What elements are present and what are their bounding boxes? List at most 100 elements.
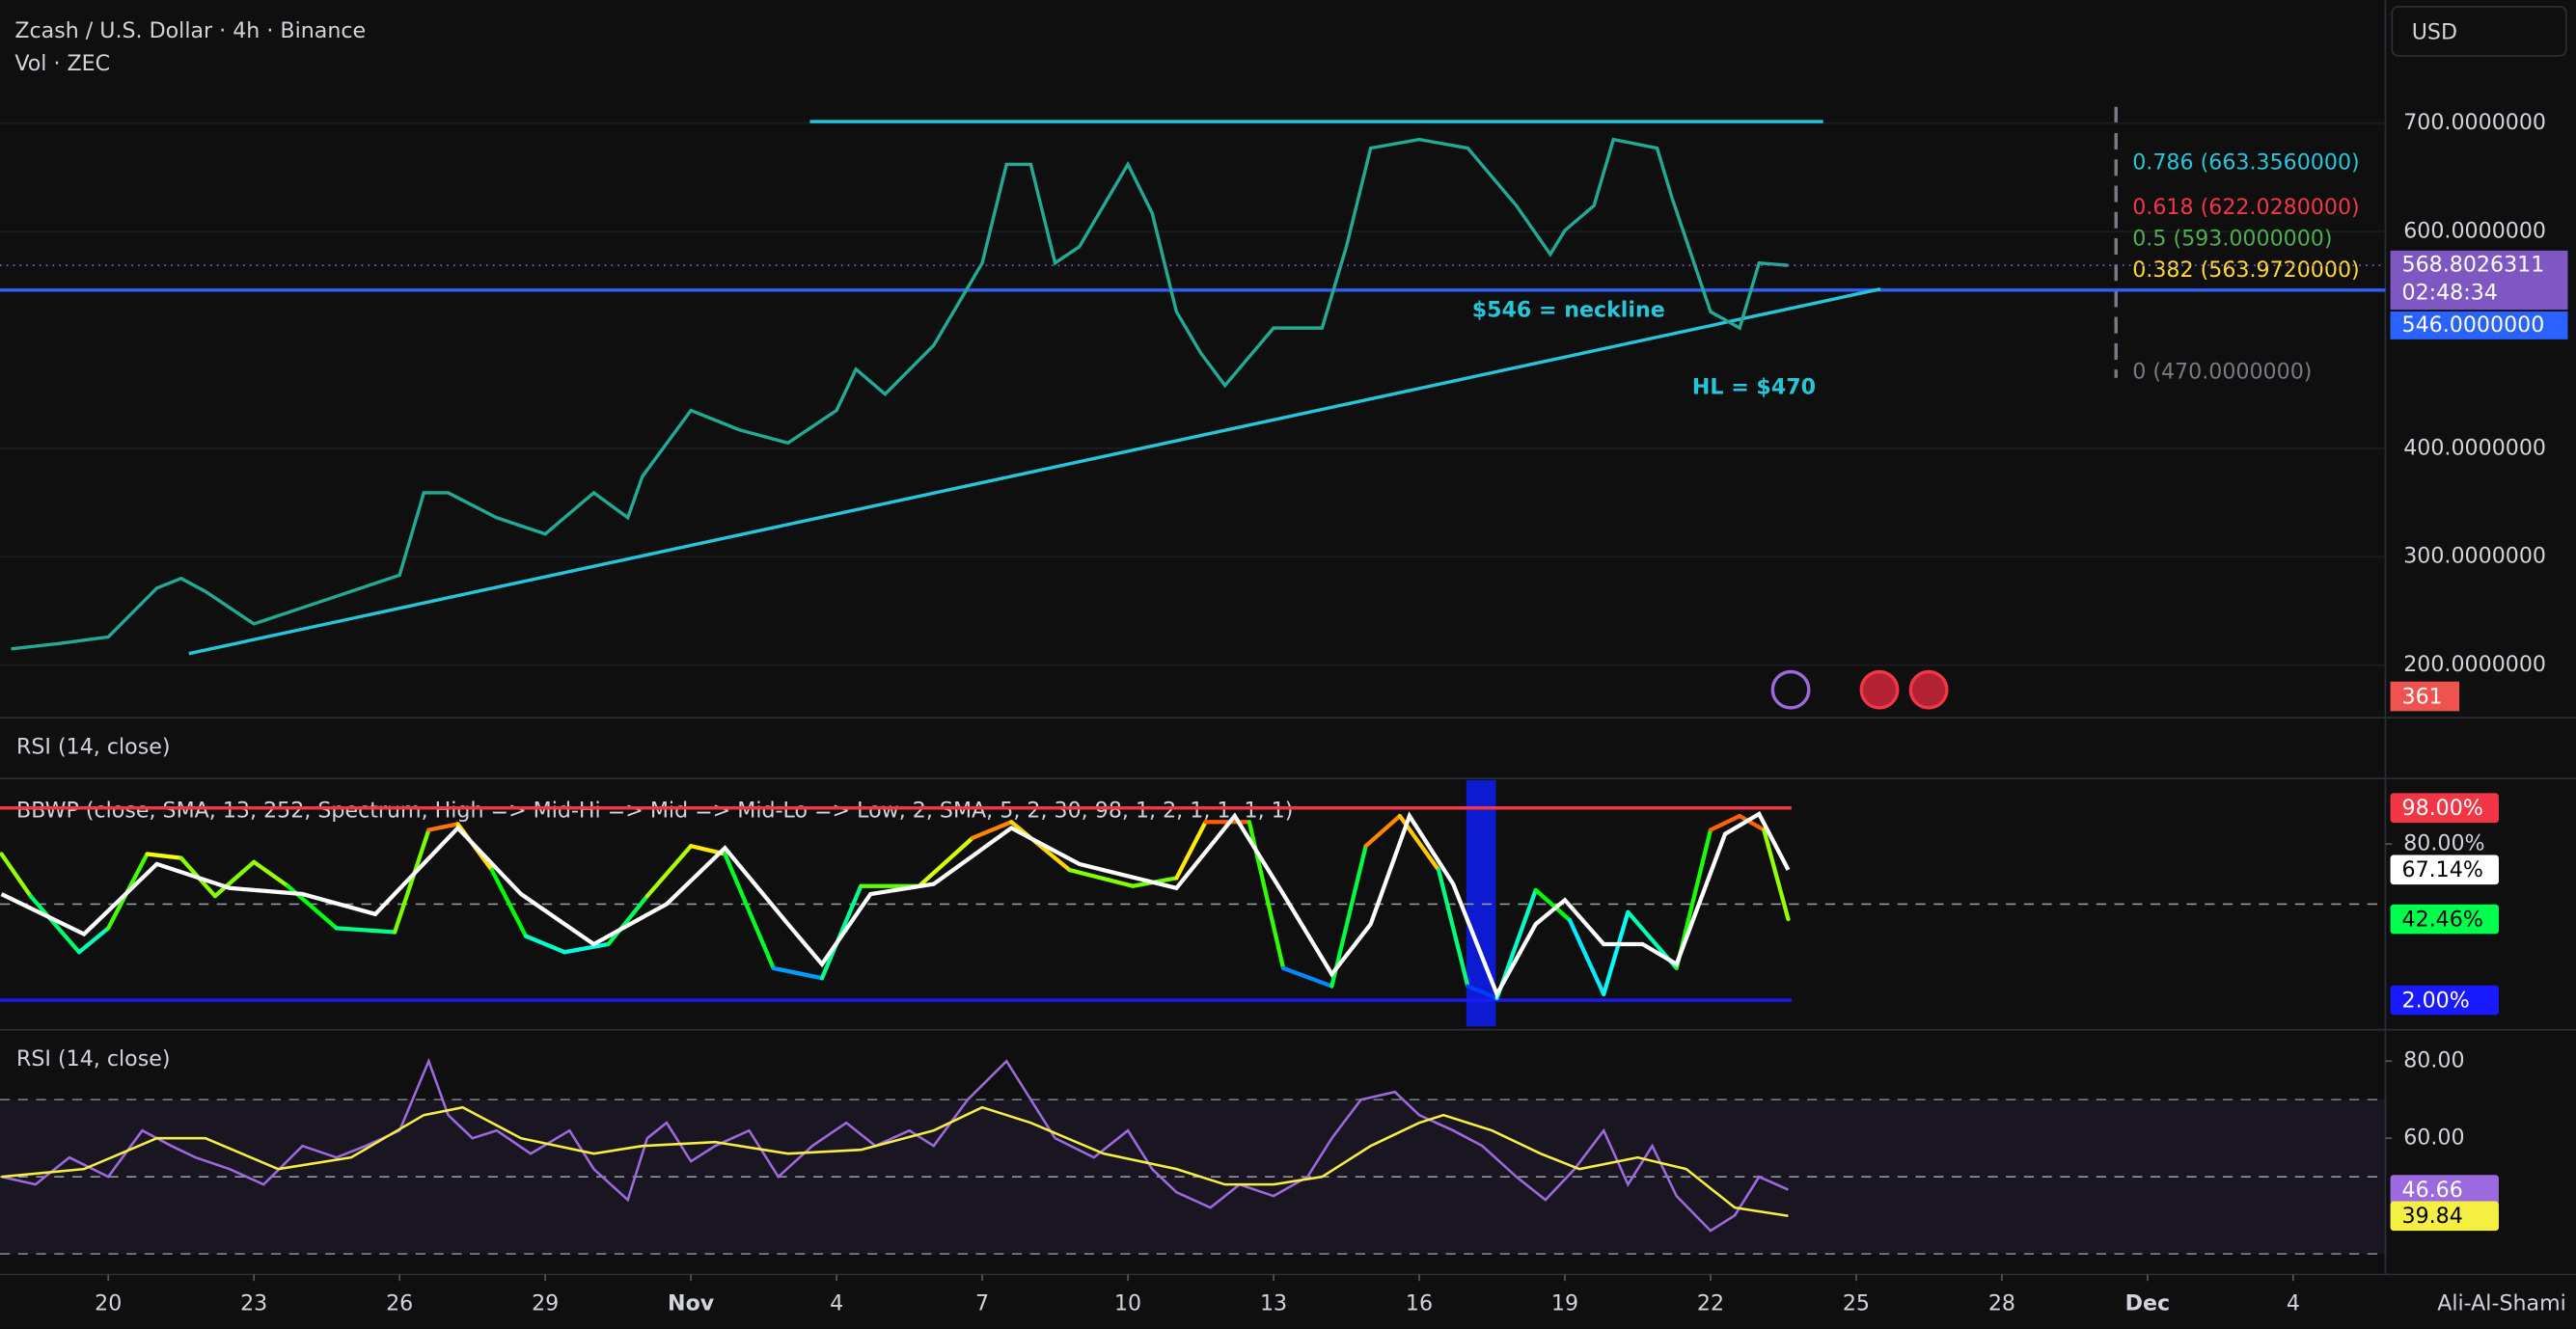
y-tick-label: 80.00 [2403,1048,2464,1073]
bbwp-segment [1708,813,1742,832]
fib-label: 0.382 (563.9720000) [2132,258,2359,283]
countdown-label: 02:48:34 [2402,281,2498,306]
level-box [2390,311,2568,339]
x-tick-label: 26 [386,1291,413,1316]
y-tick-label: 200.0000000 [2403,652,2546,677]
x-tick-label: 29 [532,1291,559,1316]
last-value-label: 46.66 [2402,1178,2463,1203]
bbwp-title: BBWP (close, SMA, 13, 252, Spectrum, Hig… [16,799,1293,824]
bbwp-segment [334,926,397,935]
bbwp-segment [1280,965,1334,989]
last-value-label-box [2390,1201,2499,1232]
trendline [188,286,1881,656]
bbwp-segment [1533,887,1573,923]
bbwp-segment [1602,909,1631,996]
bbwp-segment [771,965,825,981]
y-tick-label: 80.00% [2403,831,2484,856]
y-tick-label: 400.0000000 [2403,435,2546,460]
annotation: HL = $470 [1692,374,1816,399]
last-price-box [2390,250,2568,311]
bbwp-segment [1329,844,1368,989]
level-label-box [2390,793,2499,824]
x-tick-label: 7 [975,1291,989,1316]
fib-label: 0.618 (622.0280000) [2132,195,2359,220]
level-label-box [2390,985,2499,1016]
last-value-label-box [2390,1175,2499,1205]
bbwp-segment [723,852,776,970]
x-tick-label: Nov [668,1291,715,1316]
event-icon[interactable] [1770,669,1811,710]
series-line [0,811,1791,999]
y-tick-label: 60.00 [2403,1126,2464,1151]
level-label: 546.0000000 [2402,312,2545,338]
last-value-label: 42.46% [2402,907,2483,932]
bbwp-segment [1466,984,1499,1001]
last-value-label: 39.84 [2402,1204,2463,1229]
bbwp-segment [0,852,33,899]
series-line [1,1105,1789,1218]
bbwp-segment [145,852,183,860]
y-tick-label: 600.0000000 [2403,219,2546,244]
bbwp-segment [562,941,611,955]
bbwp-segment [1437,867,1470,989]
bbwp-segment [489,867,529,938]
bbwp-segment [1762,827,1791,922]
currency-button[interactable] [2391,6,2567,57]
bbwp-segment [970,820,1014,841]
last-value-label-box [2390,854,2499,885]
bbwp-segment [393,827,431,935]
x-tick-label: 13 [1260,1291,1287,1316]
last-value-label: 67.14% [2402,857,2483,882]
series-line [1,1057,1789,1233]
x-tick-label: 4 [830,1291,843,1316]
bbwp-segment [212,859,257,899]
rsi-title: RSI (14, close) [16,1046,170,1071]
level-label: 98.00% [2402,796,2483,821]
indicator-title: RSI (14, close) [16,734,170,759]
x-tick-label: 4 [2287,1291,2300,1316]
bbwp-segment [644,844,694,899]
y-tick-label: 300.0000000 [2403,544,2546,569]
bbwp-segment [819,883,863,981]
annotation: $546 = neckline [1472,297,1665,322]
x-tick-label: 10 [1114,1291,1141,1316]
bbwp-segment [1009,820,1072,873]
currency-label[interactable]: USD [2412,20,2457,45]
x-tick-label: 16 [1406,1291,1433,1316]
bbwp-segment [1738,813,1767,832]
x-tick-label: 19 [1551,1291,1578,1316]
bbwp-segment [523,934,567,955]
volume-label: 361 [2402,684,2443,709]
bbwp-segment [28,893,82,955]
bbwp-segment [1174,820,1208,881]
y-tick-label: 700.0000000 [2403,110,2546,135]
volume-title: Vol · ZEC [14,51,110,76]
x-tick-label: 20 [95,1291,122,1316]
bbwp-segment [252,859,290,888]
x-tick-label: 22 [1697,1291,1724,1316]
event-icon[interactable] [1908,669,1949,710]
symbol-title: Zcash / U.S. Dollar · 4h · Binance [14,18,366,43]
bbwp-segment [1363,813,1403,849]
bbwp-segment [426,822,460,832]
last-value-label-box [2390,904,2499,935]
x-tick-label: Dec [2125,1291,2171,1316]
bbwp-segment [917,835,975,888]
volume-box [2390,681,2460,712]
bbwp-segment [76,926,111,955]
x-tick-label: 25 [1843,1291,1870,1316]
bbwp-segment [606,893,649,947]
event-icon[interactable] [1859,669,1900,710]
x-tick-label: 28 [1988,1291,2015,1316]
last-price-label: 568.8026311 [2402,253,2545,278]
x-tick-label: 23 [240,1291,267,1316]
watermark: Ali-Al-Shami [2437,1291,2566,1316]
bbwp-segment [1567,917,1606,996]
fib-label: 0.5 (593.0000000) [2132,226,2332,251]
level-label: 2.00% [2402,988,2470,1013]
bbwp-segment [1067,867,1136,888]
fib-label: 0.786 (663.3560000) [2132,149,2359,175]
price-line [11,137,1789,651]
fib-label: 0 (470.0000000) [2132,360,2312,385]
